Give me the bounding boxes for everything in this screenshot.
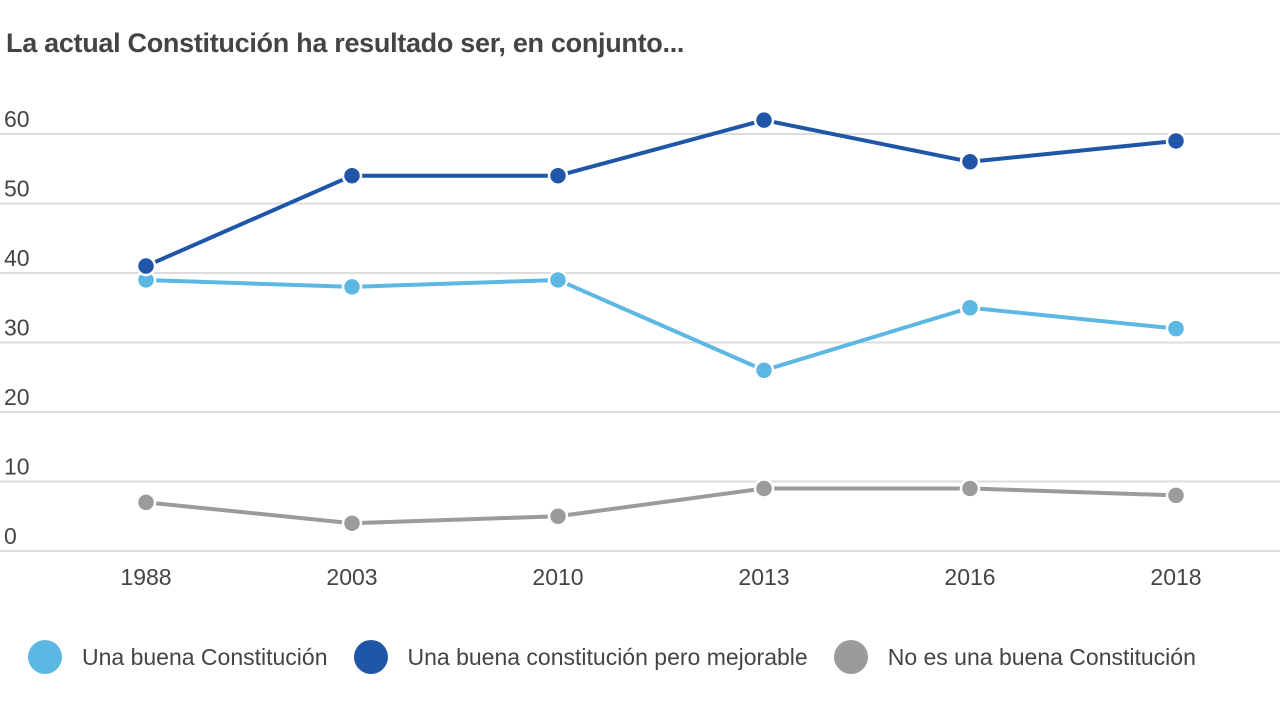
data-point[interactable] (547, 269, 569, 291)
y-tick-label: 50 (4, 176, 30, 202)
x-tick-label: 1988 (120, 564, 171, 590)
y-tick-label: 0 (4, 523, 17, 549)
data-point[interactable] (753, 478, 775, 499)
data-point[interactable] (341, 165, 363, 186)
series-line (145, 277, 1177, 373)
legend-label: No es una buena Constitución (887, 643, 1196, 670)
data-point[interactable] (341, 512, 363, 534)
data-point[interactable] (547, 165, 569, 186)
legend-label: Una buena constitución pero mejorable (407, 643, 808, 670)
y-tick-label: 10 (4, 454, 30, 480)
y-tick-label: 40 (4, 245, 30, 271)
legend-swatch (353, 640, 388, 674)
legend-item[interactable]: No es una buena Constitución (833, 640, 1196, 674)
data-point[interactable] (1165, 318, 1187, 339)
x-tick-label: 2013 (738, 564, 789, 590)
x-tick-label: 2018 (1150, 564, 1201, 590)
x-tick-label: 2010 (532, 564, 583, 590)
legend: Una buena Constitución Una buena constit… (28, 640, 1222, 674)
y-tick-label: 30 (4, 315, 30, 341)
data-point[interactable] (959, 297, 981, 318)
data-point[interactable] (341, 276, 363, 298)
legend-item[interactable]: Una buena Constitución (28, 640, 328, 674)
data-point[interactable] (753, 360, 775, 381)
data-point[interactable] (753, 109, 775, 131)
data-point[interactable] (1165, 485, 1187, 506)
data-point[interactable] (135, 492, 157, 513)
series-line (145, 118, 1177, 268)
y-tick-label: 20 (4, 384, 30, 410)
data-point[interactable] (959, 151, 981, 173)
legend-swatch (833, 640, 868, 674)
data-point[interactable] (959, 478, 981, 499)
legend-item[interactable]: Una buena constitución pero mejorable (353, 640, 808, 674)
legend-label: Una buena Constitución (82, 643, 328, 670)
data-point[interactable] (1165, 130, 1187, 152)
x-tick-label: 2003 (326, 564, 377, 590)
chart-title: La actual Constitución ha resultado ser,… (6, 28, 685, 58)
data-point[interactable] (135, 255, 157, 277)
data-point[interactable] (547, 506, 569, 527)
x-tick-label: 2016 (944, 564, 995, 590)
y-tick-label: 60 (4, 106, 30, 132)
legend-swatch (28, 640, 62, 674)
series-line (145, 486, 1177, 526)
